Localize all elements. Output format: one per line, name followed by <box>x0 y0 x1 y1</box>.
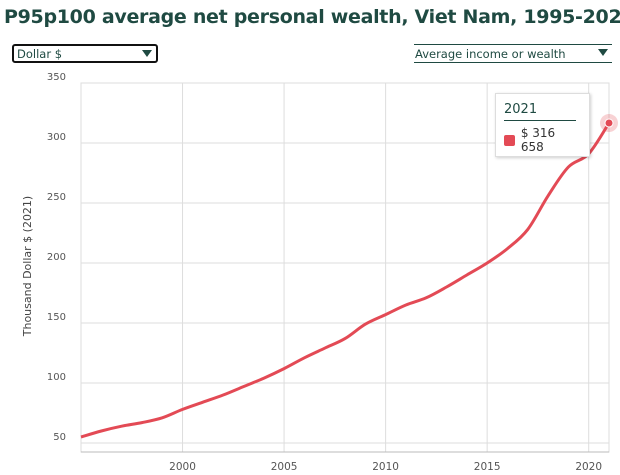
indicator-select[interactable]: Average income or wealth <box>414 44 612 63</box>
y-tick-label: 300 <box>47 132 66 143</box>
y-tick-label: 150 <box>47 312 66 323</box>
y-tick-label: 350 <box>47 72 66 83</box>
chevron-down-icon <box>598 49 608 56</box>
y-tick-label: 100 <box>47 372 66 383</box>
tooltip-value: $ 316 658 <box>520 126 556 154</box>
chevron-down-icon <box>142 50 152 57</box>
x-tick-label: 2000 <box>169 461 196 473</box>
y-tick-label: 200 <box>47 252 66 263</box>
x-tick-label: 2015 <box>474 461 501 473</box>
chart-title: P95p100 average net personal wealth, Vie… <box>4 6 620 28</box>
x-tick-label: 2010 <box>372 461 399 473</box>
x-tick-label: 2020 <box>575 461 602 473</box>
y-tick-label: 250 <box>47 192 66 203</box>
indicator-value: Average income or wealth <box>415 47 566 61</box>
currency-value: Dollar $ <box>17 47 63 61</box>
series-swatch <box>504 134 515 146</box>
currency-select[interactable]: Dollar $ <box>12 44 158 63</box>
tooltip: 2021 $ 316 658 <box>495 93 590 157</box>
highlighted-point <box>604 118 614 128</box>
series-line <box>80 122 611 439</box>
tooltip-year: 2021 <box>504 102 576 121</box>
x-tick-label: 2005 <box>271 461 298 473</box>
y-tick-label: 50 <box>53 432 66 443</box>
y-axis-label: Thousand Dollar $ (2021) <box>21 196 34 337</box>
